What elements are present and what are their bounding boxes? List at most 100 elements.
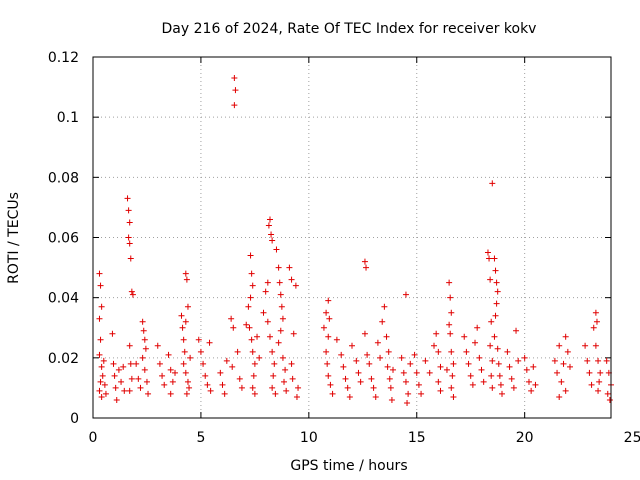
- data-point: [530, 363, 537, 370]
- data-point: [249, 384, 256, 391]
- data-point: [593, 318, 600, 325]
- data-point: [333, 336, 340, 343]
- data-point: [465, 360, 472, 367]
- data-point: [249, 282, 256, 289]
- data-point: [592, 309, 599, 316]
- data-point: [379, 318, 386, 325]
- data-point: [125, 207, 132, 214]
- data-point: [497, 381, 504, 388]
- data-point: [279, 315, 286, 322]
- data-point: [366, 360, 373, 367]
- data-point: [368, 375, 375, 382]
- data-point: [489, 384, 496, 391]
- data-point: [182, 270, 189, 277]
- data-point: [523, 366, 530, 373]
- data-point: [249, 348, 256, 355]
- data-point: [494, 288, 501, 295]
- y-axis-label: ROTI / TECUs: [6, 192, 22, 284]
- y-tick-label: 0: [70, 411, 79, 427]
- data-point: [275, 339, 282, 346]
- data-point: [489, 180, 496, 187]
- data-point: [342, 375, 349, 382]
- data-point: [143, 378, 150, 385]
- data-point: [204, 381, 211, 388]
- data-point: [112, 384, 119, 391]
- data-point: [289, 375, 296, 382]
- data-point: [493, 300, 500, 307]
- data-point: [139, 318, 146, 325]
- data-point: [491, 255, 498, 262]
- data-point: [472, 339, 479, 346]
- data-point: [195, 336, 202, 343]
- data-point: [200, 360, 207, 367]
- data-point: [124, 195, 131, 202]
- data-point: [326, 315, 333, 322]
- data-point: [247, 294, 254, 301]
- data-point: [154, 342, 161, 349]
- data-point: [96, 351, 103, 358]
- data-point: [127, 255, 134, 262]
- data-point: [246, 324, 253, 331]
- data-point: [100, 357, 107, 364]
- data-point: [133, 360, 140, 367]
- data-point: [207, 387, 214, 394]
- data-point: [558, 378, 565, 385]
- data-point: [584, 357, 591, 364]
- data-point: [323, 348, 330, 355]
- data-point: [361, 330, 368, 337]
- data-point: [172, 369, 179, 376]
- data-point: [510, 384, 517, 391]
- data-point: [554, 369, 561, 376]
- data-point: [167, 366, 174, 373]
- data-point: [276, 279, 283, 286]
- data-point: [435, 348, 442, 355]
- data-point: [325, 333, 332, 340]
- data-point: [181, 348, 188, 355]
- data-point: [248, 336, 255, 343]
- data-point: [126, 387, 133, 394]
- data-point: [229, 363, 236, 370]
- data-point: [461, 333, 468, 340]
- data-point: [256, 354, 263, 361]
- data-point: [231, 75, 238, 82]
- data-point: [448, 348, 455, 355]
- data-point: [487, 276, 494, 283]
- data-point: [504, 348, 511, 355]
- data-point: [415, 381, 422, 388]
- data-point: [281, 378, 288, 385]
- data-point: [411, 351, 418, 358]
- data-point: [167, 390, 174, 397]
- x-tick-label: 20: [516, 430, 534, 446]
- data-point: [487, 342, 494, 349]
- data-point: [282, 366, 289, 373]
- data-point: [135, 375, 142, 382]
- data-point: [404, 399, 411, 406]
- y-tick-label: 0.04: [48, 291, 79, 307]
- data-point: [247, 252, 254, 259]
- data-point: [179, 324, 186, 331]
- data-point: [390, 366, 397, 373]
- data-point: [437, 387, 444, 394]
- axis-ticks: 0 5 10 15 20 25 0 0.02 0.04 0.06 0.08 0.1 0.12: [48, 50, 640, 446]
- data-point: [273, 246, 280, 253]
- data-point: [110, 360, 117, 367]
- data-point: [604, 390, 611, 397]
- data-point: [590, 324, 597, 331]
- data-point: [340, 363, 347, 370]
- data-point: [98, 303, 105, 310]
- data-point: [120, 363, 127, 370]
- data-points: [96, 75, 614, 406]
- data-point: [251, 360, 258, 367]
- data-point: [325, 297, 332, 304]
- data-point: [551, 357, 558, 364]
- data-point: [295, 384, 302, 391]
- data-point: [388, 396, 395, 403]
- data-point: [496, 372, 503, 379]
- data-point: [290, 330, 297, 337]
- data-point: [476, 354, 483, 361]
- data-point: [260, 309, 267, 316]
- data-point: [286, 264, 293, 271]
- data-point: [467, 372, 474, 379]
- data-point: [606, 396, 613, 403]
- data-point: [97, 378, 104, 385]
